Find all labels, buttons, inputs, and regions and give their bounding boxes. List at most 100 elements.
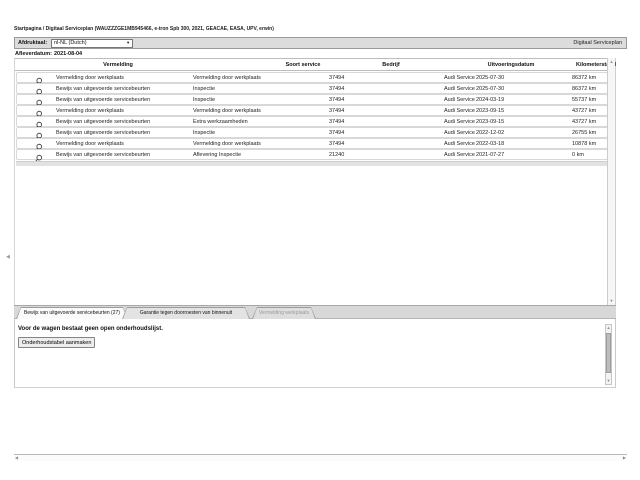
magnifier-icon[interactable] — [34, 84, 44, 96]
cell-vermelding: Bewijs van uitgevoerde servicebeurten — [56, 86, 151, 92]
table-row: Vermelding door werkplaats Vermelding do… — [16, 138, 608, 151]
breadcrumb: Startpagina / Digitaal Serviceplan (WAUZ… — [14, 26, 274, 32]
table-header-row: Vermelding Soort service Bedrijf Uitvoer… — [15, 58, 616, 71]
table-row: Bewijs van uitgevoerde servicebeurten In… — [16, 94, 608, 107]
scroll-left-icon[interactable]: ◀ — [6, 254, 10, 260]
scroll-left-icon[interactable]: ◀ — [15, 455, 19, 460]
cell-uitvoeringsdatum: 2024-03-19 — [476, 97, 505, 103]
cell-uitvoeringsdatum: 2023-09-15 — [476, 108, 505, 114]
cell-kilometerstand: 43727 km — [572, 119, 597, 125]
table-scrollbar[interactable]: ▲ ▼ — [607, 58, 615, 305]
tab-garantie-doorroesten[interactable]: Garantie tegen doorroesten van binnenuit — [122, 307, 250, 319]
cell-bedrijf-nr: 37494 — [329, 141, 345, 147]
delivery-date-value: 2021-08-04 — [53, 51, 83, 57]
magnifier-icon[interactable] — [34, 73, 44, 85]
cell-vermelding: Bewijs van uitgevoerde servicebeurten — [56, 152, 151, 158]
cell-vermelding: Bewijs van uitgevoerde servicebeurten — [56, 130, 151, 136]
cell-soort-service: Aflevering Inspectie — [193, 152, 241, 158]
cell-bedrijf-nr: 37494 — [329, 130, 345, 136]
app-title: Digitaal Serviceplan — [573, 40, 622, 46]
table-row: Bewijs van uitgevoerde servicebeurten Ex… — [16, 116, 608, 129]
panel-scrollbar[interactable]: ▲ ▼ — [605, 324, 612, 385]
cell-soort-service: Vermelding door werkplaats — [193, 75, 261, 81]
cell-kilometerstand: 10878 km — [572, 141, 597, 147]
magnifier-icon[interactable] — [34, 139, 44, 151]
cell-kilometerstand: 26755 km — [572, 130, 597, 136]
cell-uitvoeringsdatum: 2025-07-30 — [476, 75, 505, 81]
cell-vermelding: Vermelding door werkplaats — [56, 108, 124, 114]
table-footer-strip — [16, 161, 608, 166]
cell-soort-service: Inspectie — [193, 86, 216, 92]
table-row: Vermelding door werkplaats Vermelding do… — [16, 72, 608, 85]
cell-bedrijf-nr: 37494 — [329, 75, 345, 81]
maintenance-panel: Voor de wagen bestaat geen open onderhou… — [14, 319, 616, 388]
column-header-bedrijf: Bedrijf — [382, 62, 400, 68]
table-row: Bewijs van uitgevoerde servicebeurten Af… — [16, 149, 608, 162]
magnifier-icon[interactable] — [34, 128, 44, 140]
cell-soort-service: Inspectie — [193, 130, 216, 136]
cell-bedrijf-naam: Audi Service — [444, 152, 475, 158]
tab-label: Vermelding werkplaats — [253, 308, 315, 319]
tab-bewijs-servicebeurten[interactable]: Bewijs van uitgevoerde servicebeurten (2… — [16, 307, 128, 319]
column-header-uitvoeringsdatum: Uitvoeringsdatum — [487, 62, 535, 68]
scroll-up-icon[interactable]: ▲ — [606, 325, 611, 330]
table-row: Bewijs van uitgevoerde servicebeurten In… — [16, 127, 608, 140]
print-language-label: Afdruktaal: — [18, 40, 48, 46]
scrollbar-thumb[interactable] — [606, 333, 611, 373]
cell-vermelding: Bewijs van uitgevoerde servicebeurten — [56, 97, 151, 103]
cell-bedrijf-nr: 37494 — [329, 108, 345, 114]
cell-vermelding: Bewijs van uitgevoerde servicebeurten — [56, 119, 151, 125]
create-maintenance-table-button[interactable]: Onderhoudstabel aanmaken — [18, 337, 96, 348]
cell-kilometerstand: 86372 km — [572, 75, 597, 81]
cell-bedrijf-naam: Audi Service — [444, 130, 475, 136]
table-row: Bewijs van uitgevoerde servicebeurten In… — [16, 83, 608, 96]
language-select-value: nl-NL (Dutch) — [54, 40, 87, 46]
cell-bedrijf-nr: 37494 — [329, 119, 345, 125]
bottom-tab-bar: Bewijs van uitgevoerde servicebeurten (2… — [14, 305, 616, 319]
delivery-date-label: Afleverdatum: — [15, 51, 52, 57]
cell-kilometerstand: 43727 km — [572, 108, 597, 114]
tab-label: Bewijs van uitgevoerde servicebeurten (2… — [17, 308, 127, 319]
cell-uitvoeringsdatum: 2023-09-15 — [476, 119, 505, 125]
magnifier-icon[interactable] — [34, 150, 44, 162]
cell-vermelding: Vermelding door werkplaats — [56, 141, 124, 147]
tab-vermelding-werkplaats: Vermelding werkplaats — [252, 307, 316, 319]
cell-uitvoeringsdatum: 2025-07-30 — [476, 86, 505, 92]
cell-uitvoeringsdatum: 2022-12-02 — [476, 130, 505, 136]
cell-soort-service: Vermelding door werkplaats — [193, 108, 261, 114]
service-entries-table: Vermelding Soort service Bedrijf Uitvoer… — [14, 58, 616, 305]
cell-bedrijf-naam: Audi Service — [444, 141, 475, 147]
scroll-down-icon[interactable]: ▼ — [609, 298, 614, 303]
no-open-maintenance-message: Voor de wagen bestaat geen open onderhou… — [18, 326, 163, 332]
magnifier-icon[interactable] — [34, 117, 44, 129]
table-row: Vermelding door werkplaats Vermelding do… — [16, 105, 608, 118]
cell-bedrijf-nr: 21240 — [329, 152, 345, 158]
cell-bedrijf-naam: Audi Service — [444, 86, 475, 92]
cell-kilometerstand: 55737 km — [572, 97, 597, 103]
scroll-right-icon[interactable]: ▶ — [622, 455, 626, 460]
cell-bedrijf-naam: Audi Service — [444, 97, 475, 103]
cell-uitvoeringsdatum: 2022-03-18 — [476, 141, 505, 147]
cell-bedrijf-naam: Audi Service — [444, 119, 475, 125]
language-select[interactable]: nl-NL (Dutch) ▼ — [51, 38, 134, 48]
cell-bedrijf-nr: 37494 — [329, 86, 345, 92]
cell-bedrijf-nr: 37494 — [329, 97, 345, 103]
cell-soort-service: Inspectie — [193, 97, 216, 103]
column-header-kilometerstand: Kilometerstand — [575, 62, 617, 68]
scroll-up-icon[interactable]: ▲ — [609, 59, 614, 64]
column-header-soort-service: Soort service — [285, 62, 321, 68]
scroll-down-icon[interactable]: ▼ — [606, 378, 611, 383]
column-header-vermelding: Vermelding — [103, 62, 133, 68]
cell-kilometerstand: 86372 km — [572, 86, 597, 92]
toolbar: Afdruktaal: nl-NL (Dutch) ▼ Digitaal Ser… — [14, 37, 627, 49]
magnifier-icon[interactable] — [34, 106, 44, 118]
cell-vermelding: Vermelding door werkplaats — [56, 75, 124, 81]
magnifier-icon[interactable] — [34, 95, 44, 107]
delivery-date: Afleverdatum: 2021-08-04 — [15, 51, 84, 57]
tab-label: Garantie tegen doorroesten van binnenuit — [123, 308, 249, 319]
cell-soort-service: Vermelding door werkplaats — [193, 141, 261, 147]
cell-uitvoeringsdatum: 2021-07-27 — [476, 152, 505, 158]
cell-bedrijf-naam: Audi Service — [444, 108, 475, 114]
horizontal-scrollbar[interactable]: ◀ ▶ — [14, 454, 627, 461]
